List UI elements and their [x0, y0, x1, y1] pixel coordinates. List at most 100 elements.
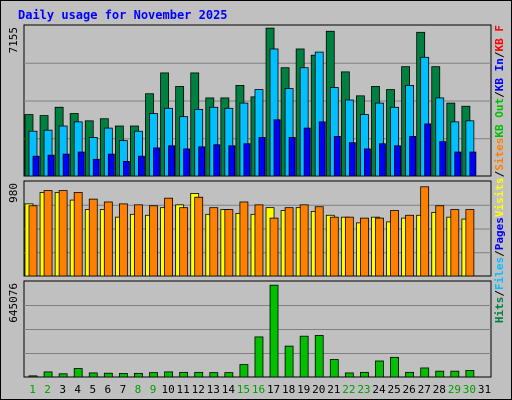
- legend-item: Sites: [493, 138, 506, 171]
- bar-visits-sites-7: [118, 203, 128, 277]
- bar-visits-sites-21: [329, 216, 339, 277]
- x-tick-label: 26: [403, 383, 416, 396]
- bar-hits-pages-27: [424, 123, 432, 177]
- bar-hits-pages-2: [47, 154, 55, 177]
- bar-hits-pages-1: [32, 155, 40, 177]
- bar-visits-sites-17: [269, 217, 279, 277]
- bar-kbytes-kb-out-23: [360, 371, 369, 378]
- bar-visits-sites-3: [58, 190, 68, 277]
- bar-hits-pages-25: [394, 145, 401, 177]
- bar-visits-sites-18: [284, 207, 294, 277]
- bar-visits-sites-25: [390, 210, 399, 277]
- x-tick-label: 29: [448, 383, 461, 396]
- bar-visits-sites-2: [43, 190, 53, 277]
- x-tick-label: 21: [327, 383, 340, 396]
- bar-hits-pages-20: [318, 121, 326, 177]
- x-tick-label: 22: [342, 383, 355, 396]
- bar-kbytes-kb-out-14: [224, 372, 234, 378]
- bar-hits-pages-9: [153, 147, 160, 177]
- bar-visits-sites-24: [375, 217, 384, 277]
- bar-kbytes-kb-out-16: [254, 336, 264, 378]
- bar-hits-pages-18: [288, 137, 296, 177]
- x-tick-label: 1: [29, 383, 36, 396]
- bar-kbytes-kb-out-13: [209, 372, 219, 378]
- x-tick-label: 2: [44, 383, 51, 396]
- bar-hits-pages-26: [409, 136, 417, 177]
- bar-kbytes-kb-out-21: [329, 359, 339, 378]
- bar-hits-pages-28: [439, 141, 447, 177]
- bar-kbytes-kb-out-19: [299, 335, 309, 378]
- bar-kbytes-kb-out-29: [450, 370, 460, 378]
- bar-kbytes-kb-out-2: [43, 371, 53, 378]
- bar-visits-sites-15: [239, 201, 249, 277]
- legend-item: KB F: [493, 25, 506, 52]
- bar-hits-pages-15: [243, 143, 251, 177]
- chart-title: Daily usage for November 2025: [18, 8, 228, 22]
- bar-kbytes-kb-out-10: [164, 371, 173, 378]
- bar-kbytes-kb-out-28: [435, 370, 445, 378]
- x-tick-label: 3: [59, 383, 66, 396]
- x-tick-label: 23: [357, 383, 370, 396]
- legend-separator: /: [493, 170, 506, 177]
- bar-visits-sites-9: [149, 205, 158, 277]
- bar-visits-sites-10: [164, 197, 173, 277]
- legend-item: Hits: [493, 297, 506, 324]
- bar-visits-sites-5: [88, 198, 98, 277]
- bar-hits-pages-22: [348, 142, 356, 177]
- bar-hits-pages-21: [333, 136, 341, 177]
- bar-visits-sites-14: [224, 209, 234, 277]
- legend-item: Files: [493, 257, 506, 290]
- bar-kbytes-kb-out-24: [375, 360, 384, 378]
- bar-kbytes-kb-out-8: [134, 372, 143, 378]
- x-tick-label: 14: [222, 383, 236, 396]
- bar-hits-pages-24: [379, 143, 386, 177]
- bar-kbytes-kb-out-27: [420, 367, 430, 378]
- x-tick-label: 10: [161, 383, 174, 396]
- bar-hits-pages-19: [303, 127, 311, 177]
- bar-hits-pages-7: [122, 161, 130, 177]
- legend-separator: /: [493, 51, 506, 58]
- x-tick-label: 7: [120, 383, 127, 396]
- bar-kbytes-kb-out-15: [239, 364, 249, 378]
- x-tick-label: 12: [192, 383, 205, 396]
- bar-visits-sites-4: [73, 192, 83, 277]
- bar-kbytes-kb-out-3: [58, 373, 68, 378]
- x-axis: 1 2 3 4 5 6 7 8 9 10 11 12 13 14 15 16 17 18 19 20 21 22 23 24 2…: [29, 383, 491, 396]
- bar-visits-sites-12: [194, 196, 204, 277]
- panel-kbytes: 645076: [7, 280, 492, 378]
- bar-kbytes-kb-out-17: [269, 284, 279, 378]
- x-tick-label: 11: [177, 383, 190, 396]
- panel-kbytes-ymax-label: 645076: [7, 283, 20, 323]
- panel-visits: 980: [7, 180, 492, 277]
- bar-hits-pages-6: [107, 153, 115, 177]
- bar-kbytes-kb-out-5: [88, 372, 98, 378]
- x-tick-label: 31: [478, 383, 491, 396]
- bar-kbytes-kb-out-18: [284, 345, 294, 378]
- bar-visits-sites-8: [134, 204, 143, 277]
- bar-hits-pages-13: [213, 144, 221, 177]
- bar-visits-sites-26: [405, 214, 415, 277]
- bar-visits-sites-6: [103, 201, 113, 277]
- x-tick-label: 20: [312, 383, 325, 396]
- x-tick-label: 28: [433, 383, 446, 396]
- bar-visits-sites-13: [209, 207, 219, 277]
- bar-hits-pages-8: [138, 155, 145, 177]
- legend-separator: /: [493, 250, 506, 257]
- bar-visits-sites-28: [435, 205, 445, 277]
- x-tick-label: 27: [418, 383, 431, 396]
- bar-hits-pages-5: [92, 158, 100, 177]
- panel-hits-ymax-label: 7155: [7, 27, 20, 54]
- bar-hits-pages-11: [183, 148, 191, 177]
- bar-hits-pages-29: [454, 151, 462, 177]
- x-tick-label: 15: [237, 383, 250, 396]
- bar-visits-sites-11: [179, 207, 189, 277]
- bar-kbytes-kb-out-7: [118, 373, 128, 378]
- legend-item: Pages: [493, 217, 506, 250]
- bar-visits-sites-29: [450, 209, 460, 277]
- x-tick-label: 25: [387, 383, 400, 396]
- bar-kbytes-kb-out-20: [314, 335, 324, 378]
- bar-kbytes-kb-out-26: [405, 371, 415, 378]
- bar-visits-sites-22: [344, 216, 354, 277]
- bar-kbytes-kb-out-25: [390, 356, 399, 378]
- bar-kbytes-kb-out-11: [179, 371, 189, 378]
